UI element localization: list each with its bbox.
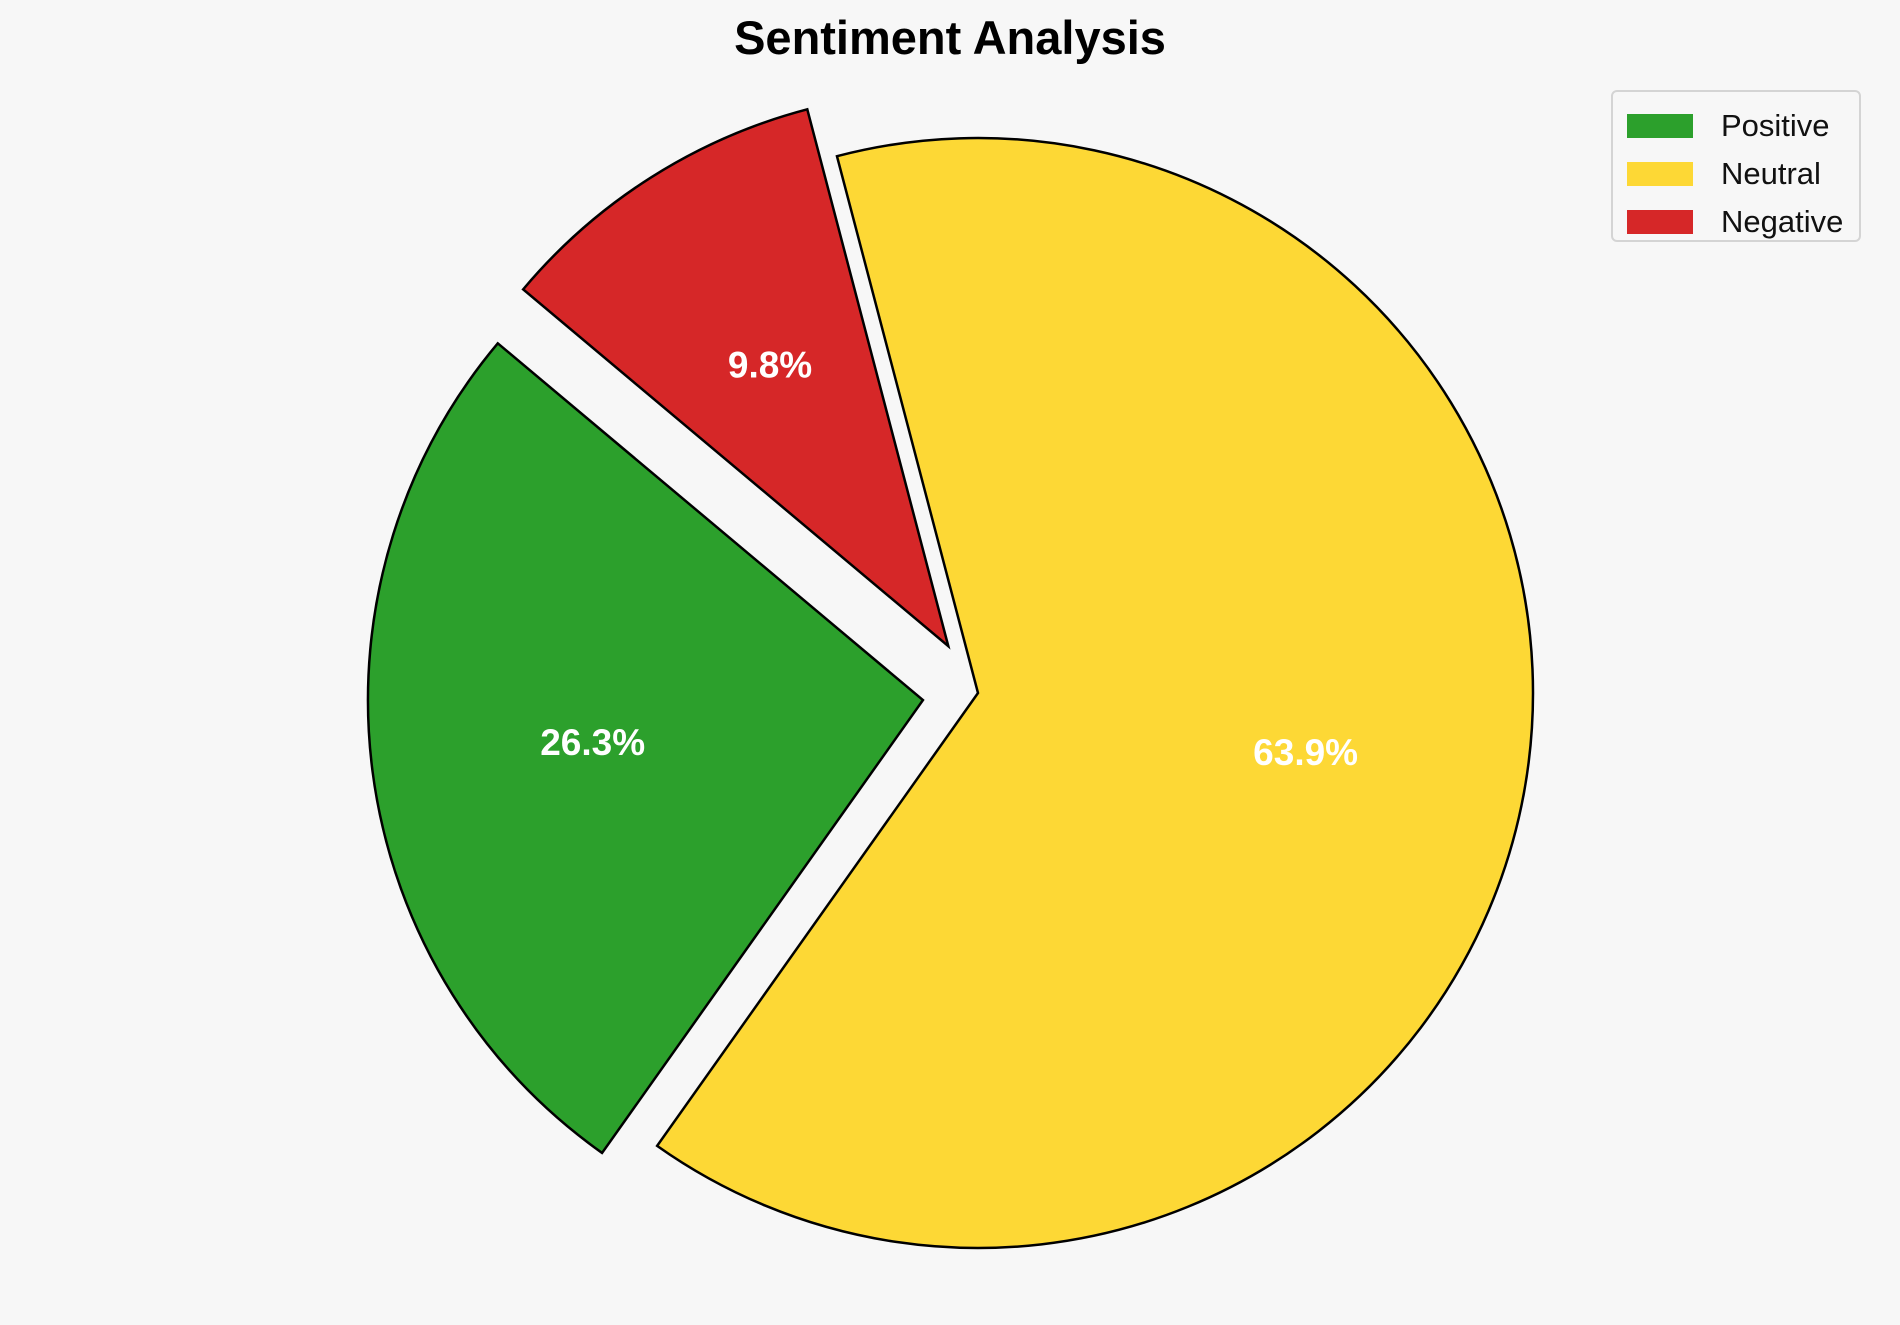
slice-label-positive: 26.3%	[540, 722, 645, 763]
pie-slice-negative	[521, 107, 951, 650]
legend-item-negative: Negative	[1627, 198, 1859, 246]
pie-slice-positive	[366, 341, 925, 1155]
pie-slice-neutral	[655, 136, 1535, 1250]
chart-title: Sentiment Analysis	[734, 11, 1166, 64]
legend-item-positive: Positive	[1627, 102, 1859, 150]
legend-label-positive: Positive	[1721, 108, 1830, 143]
legend-item-neutral: Neutral	[1627, 150, 1859, 198]
legend: Positive Neutral Negative	[1611, 90, 1861, 242]
pie-slices	[366, 107, 1535, 1250]
legend-label-negative: Negative	[1721, 204, 1844, 239]
legend-swatch-negative	[1627, 210, 1693, 234]
legend-swatch-neutral	[1627, 162, 1693, 186]
pie-slice-labels: 26.3% 63.9% 9.8%	[540, 344, 1358, 773]
legend-label-neutral: Neutral	[1721, 156, 1821, 191]
slice-label-neutral: 63.9%	[1253, 732, 1358, 773]
legend-swatch-positive	[1627, 114, 1693, 138]
slice-label-negative: 9.8%	[728, 344, 812, 385]
